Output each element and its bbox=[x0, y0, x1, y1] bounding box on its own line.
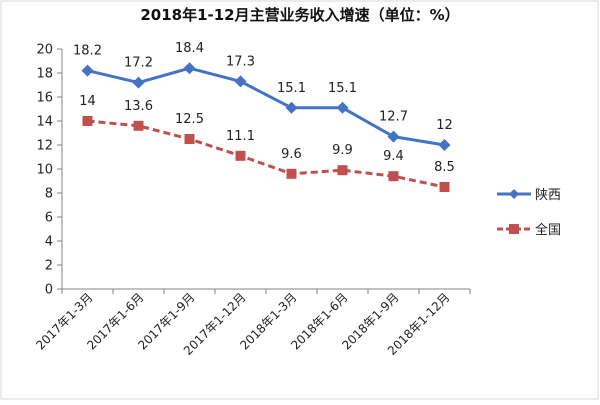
chart-title: 2018年1-12月主营业务收入增速（单位：%） bbox=[140, 6, 459, 24]
data-label: 17.2 bbox=[124, 56, 153, 71]
data-point bbox=[235, 150, 246, 161]
data-label: 18.4 bbox=[175, 41, 204, 56]
data-label: 9.9 bbox=[332, 143, 353, 158]
data-label: 8.5 bbox=[434, 160, 455, 175]
data-point bbox=[132, 76, 145, 89]
y-tick-label: 2 bbox=[45, 259, 53, 274]
data-point bbox=[234, 75, 247, 88]
legend-label: 陕西 bbox=[535, 188, 561, 203]
data-label: 14 bbox=[79, 94, 96, 109]
y-tick-label: 4 bbox=[45, 235, 53, 250]
data-label: 9.6 bbox=[281, 147, 302, 162]
data-point bbox=[336, 101, 349, 114]
data-label: 15.1 bbox=[277, 81, 306, 96]
data-label: 9.4 bbox=[383, 149, 404, 164]
legend-marker bbox=[509, 224, 519, 234]
data-point bbox=[81, 64, 94, 77]
data-label: 15.1 bbox=[328, 81, 357, 96]
y-tick-label: 8 bbox=[45, 187, 53, 202]
y-tick-label: 6 bbox=[45, 211, 53, 226]
data-point bbox=[133, 120, 144, 131]
series-line bbox=[87, 66, 445, 147]
data-point bbox=[438, 139, 451, 151]
data-label: 11.1 bbox=[226, 129, 255, 144]
data-label: 12.5 bbox=[175, 112, 204, 127]
data-label: 17.3 bbox=[226, 54, 255, 69]
data-point bbox=[183, 62, 196, 75]
data-label: 18.2 bbox=[73, 44, 102, 59]
data-point bbox=[439, 182, 450, 192]
data-point bbox=[184, 134, 195, 144]
data-label: 13.6 bbox=[124, 99, 153, 114]
series-line bbox=[87, 119, 445, 189]
y-tick-label: 18 bbox=[36, 67, 53, 82]
y-tick-label: 16 bbox=[36, 91, 53, 106]
series-layer bbox=[81, 62, 451, 192]
data-labels: 18.2 17.2 18.4 17.3 15.1 15.1 12.7 12 14 13.6 12.5… bbox=[73, 41, 455, 175]
legend-marker bbox=[509, 189, 519, 199]
data-point bbox=[286, 168, 297, 179]
data-point bbox=[285, 101, 298, 114]
data-label: 12 bbox=[436, 118, 453, 133]
y-tick-label: 14 bbox=[36, 115, 53, 130]
y-tick-label: 20 bbox=[36, 43, 53, 58]
data-label: 12.7 bbox=[379, 110, 408, 125]
data-point bbox=[337, 165, 348, 176]
data-point bbox=[388, 171, 399, 182]
y-tick-label: 0 bbox=[45, 283, 53, 298]
y-tick-label: 12 bbox=[36, 139, 53, 154]
data-point bbox=[82, 116, 93, 126]
legend-label: 全国 bbox=[535, 222, 561, 238]
data-point bbox=[387, 130, 400, 143]
y-tick-label: 10 bbox=[36, 163, 53, 178]
